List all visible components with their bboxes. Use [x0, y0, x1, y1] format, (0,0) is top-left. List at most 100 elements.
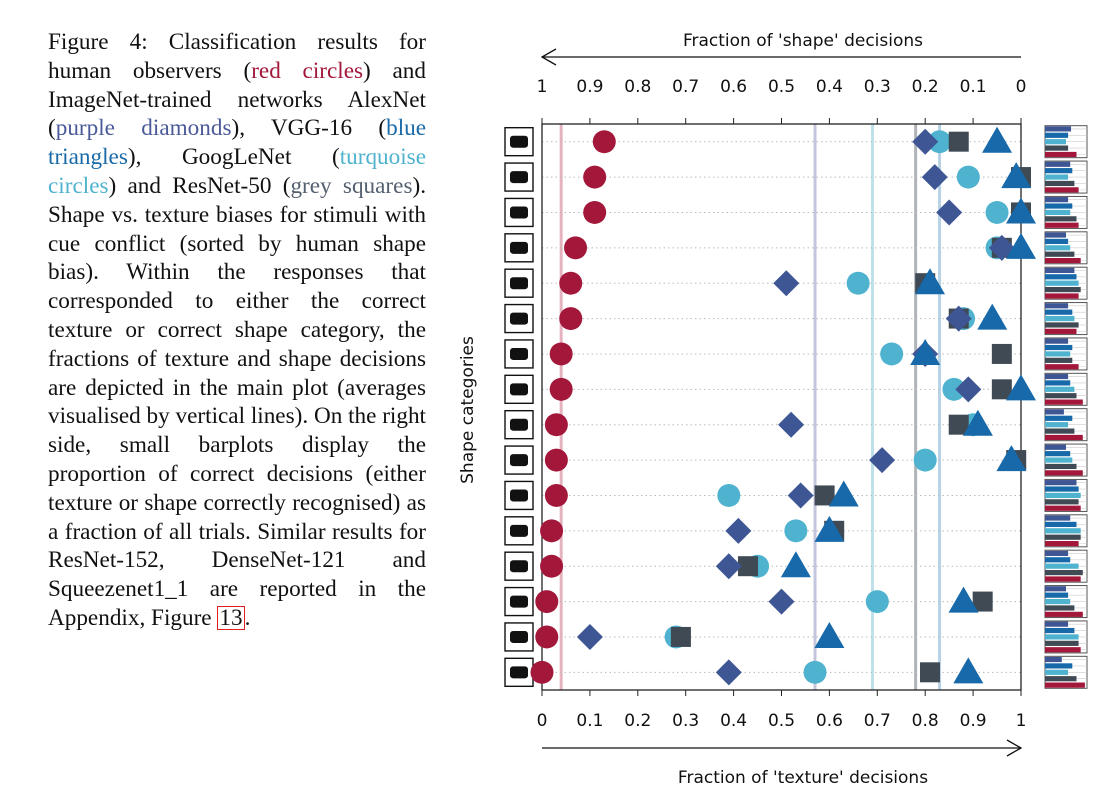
- resnet50-point: [948, 131, 969, 152]
- axes-layer: 0 0.1 0.2 0.3 0.4 0.5 0.6 0.7 0.8 0.9 1 1 0.9 0.8 0.7 0…: [537, 48, 1026, 757]
- accuracy-bar-alexnet: [1045, 586, 1066, 592]
- category-icon-bird: [504, 445, 534, 475]
- accuracy-bar-alexnet: [1045, 338, 1069, 344]
- accuracy-bar-resnet50: [1045, 605, 1075, 611]
- accuracy-bar-human: [1045, 293, 1079, 299]
- y-axis-label: Shape categories: [458, 336, 478, 484]
- bottle-icon: [510, 560, 528, 573]
- x-tick-label-top: 0.5: [768, 77, 795, 97]
- x-tick-label-bottom: 0.5: [768, 711, 795, 731]
- x-tick-label-top: 0.3: [864, 77, 891, 97]
- category-icon-chair: [504, 586, 534, 617]
- accuracy-bar-alexnet: [1045, 232, 1066, 238]
- category-icon-bear: [504, 233, 534, 263]
- accuracy-barplot-bear: [1044, 231, 1088, 265]
- accuracy-barplot-oven: [1044, 408, 1088, 442]
- alexnet-point: [715, 553, 742, 580]
- accuracy-bar-googlenet: [1045, 351, 1071, 357]
- alexnet-point: [725, 517, 752, 544]
- accuracy-bar-alexnet: [1045, 161, 1071, 167]
- accuracy-barplot-clock: [1044, 620, 1088, 654]
- accuracy-bar-vgg16: [1045, 415, 1073, 421]
- caption-fig-label: Figure 4:: [48, 29, 148, 55]
- accuracy-bar-human: [1045, 258, 1081, 264]
- googlenet-point: [913, 448, 937, 472]
- human-point: [559, 307, 583, 331]
- caption-grey-label: grey squares: [290, 172, 413, 199]
- vgg16-point: [814, 621, 845, 648]
- accuracy-bar-vgg16: [1045, 521, 1077, 528]
- accuracy-bar-vgg16: [1045, 203, 1073, 209]
- figure-reference-link[interactable]: 13: [217, 604, 245, 631]
- resnet50-point: [737, 556, 758, 577]
- accuracy-bar-alexnet: [1045, 515, 1071, 521]
- boat-icon: [510, 135, 528, 148]
- figure-caption: Figure 4: Classification results for hum…: [48, 28, 426, 633]
- googlenet-point: [985, 200, 1009, 224]
- accuracy-barplot-knife: [1044, 160, 1088, 194]
- x-tick-label-top: 0.4: [816, 77, 843, 97]
- vgg16-point: [910, 338, 941, 365]
- googlenet-point: [846, 271, 870, 295]
- accuracy-bar-googlenet: [1045, 634, 1079, 640]
- human-point: [530, 660, 554, 684]
- resnet50-point: [972, 591, 993, 612]
- accuracy-barplot-elephant: [1044, 372, 1088, 406]
- caption-text-2: ) and ImageNet-trained networks AlexNet …: [48, 57, 426, 142]
- accuracy-bar-googlenet: [1045, 315, 1075, 322]
- category-icon-bottle: [504, 551, 534, 581]
- resnet50-point: [991, 379, 1012, 400]
- accuracy-bar-human: [1045, 647, 1081, 653]
- x-tick-label-top: 1: [537, 77, 548, 97]
- googlenet-point: [928, 130, 952, 154]
- truck-icon: [510, 524, 528, 537]
- category-icon-elephant: [504, 374, 534, 405]
- accuracy-bar-googlenet: [1045, 245, 1071, 251]
- category-icon-knife: [504, 162, 534, 192]
- accuracy-bar-human: [1045, 505, 1081, 511]
- resnet50-point: [919, 662, 940, 683]
- googlenet-point: [880, 342, 904, 366]
- accuracy-bar-human: [1045, 222, 1079, 228]
- vgg16-point: [780, 551, 811, 578]
- caption-text-7: .: [244, 604, 251, 631]
- accuracy-bar-alexnet: [1045, 409, 1064, 415]
- accuracy-bar-resnet50: [1045, 286, 1081, 293]
- accuracy-bar-resnet50: [1045, 676, 1077, 682]
- accuracy-bar-googlenet: [1045, 280, 1079, 286]
- accuracy-bar-resnet50: [1045, 180, 1075, 187]
- accuracy-barplots-layer: [1044, 125, 1088, 689]
- accuracy-bar-vgg16: [1045, 274, 1077, 280]
- vgg16-point: [1006, 374, 1036, 401]
- x-tick-label-bottom: 0.3: [672, 711, 699, 731]
- caption-red-label: red circles: [251, 57, 364, 84]
- alexnet-point: [988, 234, 1015, 261]
- accuracy-bar-alexnet: [1045, 656, 1062, 663]
- accuracy-barplot-chair: [1044, 585, 1088, 619]
- accuracy-bar-googlenet: [1045, 386, 1075, 392]
- googlenet-point: [942, 377, 966, 401]
- accuracy-bar-alexnet: [1045, 373, 1069, 380]
- vgg16-point: [996, 445, 1027, 472]
- x-tick-label-bottom: 0.1: [576, 711, 603, 731]
- accuracy-bar-vgg16: [1045, 344, 1073, 351]
- alexnet-point: [773, 270, 800, 297]
- alexnet-point: [955, 376, 982, 403]
- bottom-axis-arrow-head: [1006, 739, 1023, 757]
- x-tick-label-top: 0.1: [960, 77, 987, 97]
- resnet50-point: [814, 485, 835, 506]
- accuracy-bar-googlenet: [1045, 669, 1069, 675]
- caption-text-6: ). Shape vs. texture biases for stimuli …: [48, 172, 427, 631]
- caption-text-4: ), GoogLeNet (: [127, 144, 340, 171]
- accuracy-bar-alexnet: [1045, 303, 1069, 309]
- caption-text-1: Classification results for human observe…: [48, 29, 427, 84]
- elephant-icon: [510, 383, 528, 396]
- accuracy-bar-vgg16: [1045, 486, 1079, 492]
- accuracy-barplot-bottle: [1044, 549, 1088, 583]
- accuracy-barplot-cat: [1044, 337, 1088, 371]
- accuracy-bar-human: [1045, 364, 1079, 370]
- x-tick-label-top: 0.7: [672, 77, 699, 97]
- category-icon-keyboard: [504, 303, 534, 334]
- accuracy-bar-alexnet: [1045, 444, 1066, 450]
